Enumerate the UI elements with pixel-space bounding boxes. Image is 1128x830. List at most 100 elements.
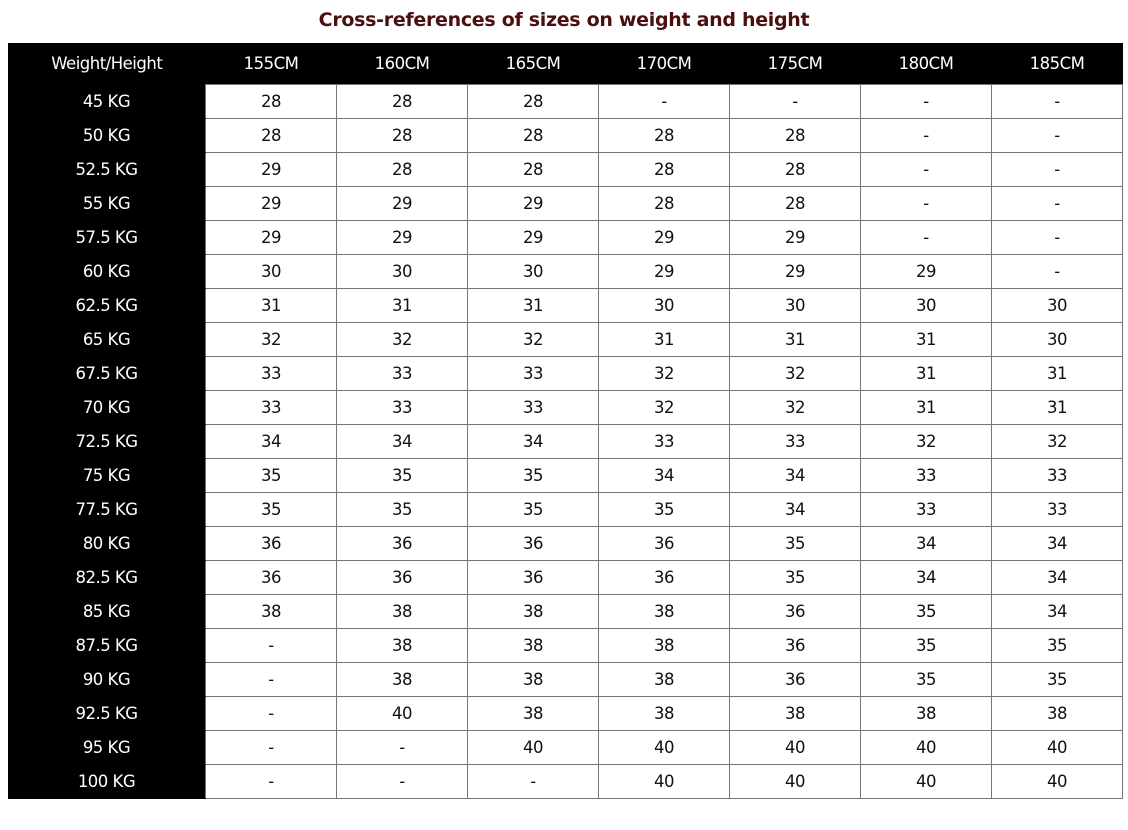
size-cell: 34 xyxy=(598,458,730,493)
size-cell: 32 xyxy=(598,356,730,391)
size-cell: 34 xyxy=(729,492,861,527)
row-header-weight: 62.5 KG xyxy=(8,288,206,323)
column-header: 160CM xyxy=(336,43,468,85)
size-cell: 38 xyxy=(598,594,730,629)
size-cell: 38 xyxy=(467,662,599,697)
size-cell: 30 xyxy=(991,322,1123,357)
size-cell: 29 xyxy=(336,220,468,255)
size-cell: 31 xyxy=(860,322,992,357)
size-cell: 38 xyxy=(467,628,599,663)
size-cell: 29 xyxy=(598,254,730,289)
size-cell: 38 xyxy=(467,594,599,629)
size-cell: 35 xyxy=(860,662,992,697)
table-row: 60 KG 30 30 30 29 29 29- xyxy=(8,254,1123,289)
size-cell: 33 xyxy=(729,424,861,459)
size-cell: 31 xyxy=(991,356,1123,391)
size-cell: 33 xyxy=(860,458,992,493)
size-cell: 34 xyxy=(467,424,599,459)
size-cell: 28 xyxy=(467,84,599,119)
size-cell: 40 xyxy=(336,696,468,731)
table-row: 50 KG 28 28 28 28 28- - xyxy=(8,118,1123,153)
size-cell: 34 xyxy=(860,526,992,561)
row-header-weight: 60 KG xyxy=(8,254,206,289)
row-header-weight: 85 KG xyxy=(8,594,206,629)
size-cell: 36 xyxy=(467,560,599,595)
table-row: 57.5 KG 29 29 29 29 29- - xyxy=(8,220,1123,255)
size-cell: - xyxy=(336,730,468,765)
row-header-weight: 80 KG xyxy=(8,526,206,561)
size-cell: 28 xyxy=(336,152,468,187)
size-cell: 36 xyxy=(729,594,861,629)
table-row: 45 KG 28 28 28- - - - xyxy=(8,84,1123,119)
table-row: 92.5 KG -40 38 38 38 38 38 xyxy=(8,696,1123,731)
size-cell: 36 xyxy=(598,560,730,595)
size-cell: 33 xyxy=(991,492,1123,527)
size-cell: 30 xyxy=(336,254,468,289)
table-row: 65 KG 32 32 32 31 31 31 30 xyxy=(8,322,1123,357)
row-header-weight: 55 KG xyxy=(8,186,206,221)
column-header: 170CM xyxy=(598,43,730,85)
size-cell: 35 xyxy=(991,662,1123,697)
size-cell: 32 xyxy=(860,424,992,459)
table-body: 45 KG 28 28 28- - - -50 KG 28 28 28 28 28- -52.5 KG 2… xyxy=(8,84,1123,799)
size-cell: 34 xyxy=(991,526,1123,561)
size-cell: 34 xyxy=(336,424,468,459)
size-cell: 35 xyxy=(336,492,468,527)
size-cell: 28 xyxy=(205,84,337,119)
size-cell: 30 xyxy=(860,288,992,323)
size-cell: 40 xyxy=(729,764,861,799)
size-cell: 34 xyxy=(860,560,992,595)
header-row: Weight/Height 155CM 160CM 165CM 170CM 175CM 1… xyxy=(8,43,1123,85)
size-cell: 29 xyxy=(729,220,861,255)
size-cell: 40 xyxy=(991,730,1123,765)
size-cell: - xyxy=(991,118,1123,153)
size-cell: 35 xyxy=(467,492,599,527)
size-cell: 33 xyxy=(205,356,337,391)
size-cell: 38 xyxy=(467,696,599,731)
column-header: 155CM xyxy=(205,43,337,85)
size-cell: 33 xyxy=(860,492,992,527)
row-header-weight: 65 KG xyxy=(8,322,206,357)
size-cell: 29 xyxy=(860,254,992,289)
size-cell: - xyxy=(205,628,337,663)
size-cell: 35 xyxy=(598,492,730,527)
row-header-weight: 82.5 KG xyxy=(8,560,206,595)
size-cell: - xyxy=(991,254,1123,289)
size-cell: 32 xyxy=(205,322,337,357)
size-cell: 28 xyxy=(729,152,861,187)
row-header-weight: 52.5 KG xyxy=(8,152,206,187)
size-cell: 32 xyxy=(991,424,1123,459)
size-cell: - xyxy=(205,764,337,799)
row-header-weight: 67.5 KG xyxy=(8,356,206,391)
size-cell: - xyxy=(467,764,599,799)
size-cell: 38 xyxy=(860,696,992,731)
size-cell: 34 xyxy=(205,424,337,459)
size-cell: 33 xyxy=(467,390,599,425)
size-cell: - xyxy=(991,152,1123,187)
size-cell: - xyxy=(991,186,1123,221)
size-cell: 38 xyxy=(205,594,337,629)
size-cell: 40 xyxy=(991,764,1123,799)
size-cell: 30 xyxy=(467,254,599,289)
size-cell: 38 xyxy=(598,696,730,731)
size-cell: 29 xyxy=(598,220,730,255)
column-header: 175CM xyxy=(729,43,861,85)
size-cell: 33 xyxy=(598,424,730,459)
size-cell: 32 xyxy=(467,322,599,357)
size-cell: - xyxy=(205,696,337,731)
size-cell: 36 xyxy=(729,628,861,663)
size-cell: 36 xyxy=(729,662,861,697)
size-chart-table: Weight/Height 155CM 160CM 165CM 170CM 175CM 1… xyxy=(8,43,1123,799)
size-cell: 31 xyxy=(860,390,992,425)
size-cell: 35 xyxy=(467,458,599,493)
size-cell: 34 xyxy=(991,594,1123,629)
row-header-weight: 70 KG xyxy=(8,390,206,425)
size-cell: 38 xyxy=(991,696,1123,731)
corner-header: Weight/Height xyxy=(8,43,206,85)
size-cell: 29 xyxy=(467,220,599,255)
size-cell: 38 xyxy=(336,594,468,629)
size-cell: 30 xyxy=(205,254,337,289)
row-header-weight: 92.5 KG xyxy=(8,696,206,731)
table-row: 85 KG 38 38 38 38 36 35 34 xyxy=(8,594,1123,629)
row-header-weight: 77.5 KG xyxy=(8,492,206,527)
